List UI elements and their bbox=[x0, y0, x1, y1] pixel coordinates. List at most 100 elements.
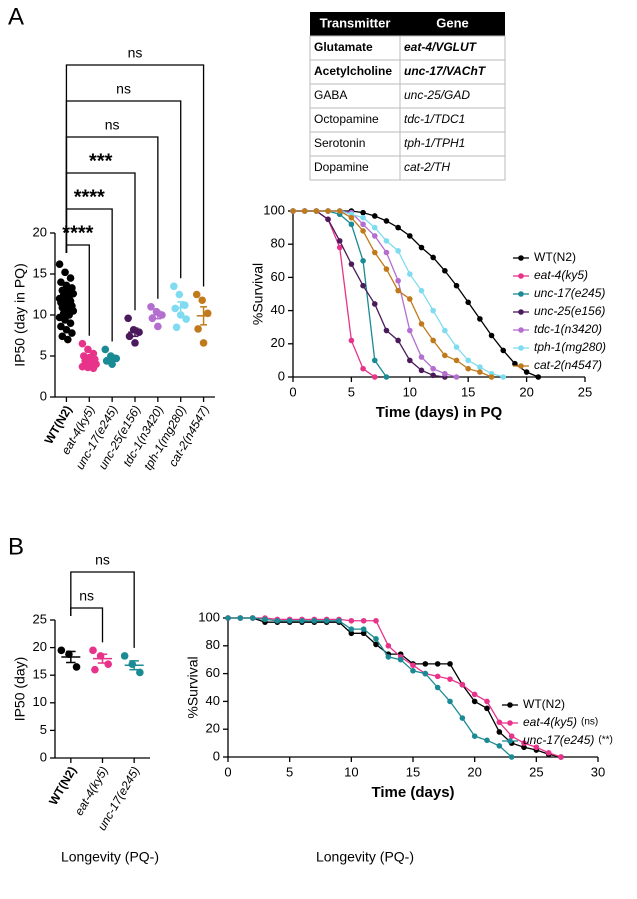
data-point bbox=[442, 267, 448, 274]
data-point bbox=[61, 316, 69, 324]
data-point bbox=[395, 277, 401, 284]
data-point bbox=[360, 214, 366, 221]
data-point bbox=[371, 374, 378, 380]
significance-bracket bbox=[70, 607, 104, 643]
significance-label: **** bbox=[62, 222, 93, 244]
y-tick-label: 40 bbox=[271, 302, 285, 317]
survival-line bbox=[228, 617, 562, 758]
data-point bbox=[57, 322, 65, 331]
data-point bbox=[348, 261, 355, 267]
y-tick-label: 15 bbox=[33, 667, 47, 682]
data-point bbox=[508, 733, 515, 739]
data-point bbox=[72, 663, 81, 671]
y-tick-label: 0 bbox=[40, 388, 47, 403]
data-point bbox=[521, 740, 527, 746]
x-tick-label: 25 bbox=[529, 764, 543, 779]
data-point bbox=[336, 244, 343, 251]
data-point bbox=[471, 733, 478, 739]
legend-label: tdc-1(n3420) bbox=[534, 322, 602, 336]
y-tick-label: 5 bbox=[40, 722, 47, 737]
data-point bbox=[523, 369, 530, 375]
data-point bbox=[410, 668, 416, 674]
data-point bbox=[442, 327, 448, 334]
data-point bbox=[84, 345, 92, 354]
data-point bbox=[465, 299, 472, 306]
data-point bbox=[533, 744, 540, 751]
table-header: Transmitter bbox=[320, 15, 391, 30]
data-point bbox=[407, 233, 413, 239]
table-cell-text: cat-2/TH bbox=[404, 160, 450, 174]
data-point bbox=[397, 656, 404, 663]
data-point bbox=[383, 266, 390, 272]
data-point bbox=[148, 314, 157, 323]
y-tick-label: 40 bbox=[206, 693, 220, 708]
data-point bbox=[262, 616, 268, 623]
legend-marker bbox=[518, 327, 524, 333]
y-tick-label: 0 bbox=[40, 749, 47, 764]
data-point bbox=[447, 661, 453, 667]
data-point bbox=[68, 329, 76, 337]
data-point bbox=[371, 213, 378, 219]
data-point bbox=[131, 339, 139, 347]
data-point bbox=[313, 208, 320, 214]
legend-label: WT(N2) bbox=[523, 697, 565, 711]
data-point bbox=[325, 208, 331, 214]
survival-line bbox=[293, 210, 445, 378]
y-tick-label: 20 bbox=[271, 335, 285, 350]
data-point bbox=[101, 345, 110, 354]
x-tick-label: WT(N2) bbox=[46, 764, 79, 807]
data-point bbox=[488, 332, 495, 339]
data-point bbox=[154, 322, 162, 331]
x-tick-label: 20 bbox=[519, 384, 533, 399]
data-point bbox=[418, 354, 425, 360]
data-point bbox=[136, 668, 144, 677]
data-point bbox=[434, 684, 441, 691]
data-point bbox=[147, 303, 155, 311]
data-point bbox=[496, 729, 503, 735]
data-point bbox=[385, 654, 392, 660]
data-point bbox=[120, 652, 129, 660]
x-tick-label: 30 bbox=[591, 764, 605, 779]
data-point bbox=[459, 715, 466, 721]
data-point bbox=[371, 357, 378, 364]
data-point bbox=[336, 208, 343, 214]
data-point bbox=[430, 372, 436, 379]
data-point bbox=[395, 248, 401, 254]
legend-marker bbox=[518, 291, 524, 297]
table-cell bbox=[399, 155, 506, 181]
data-point bbox=[336, 617, 342, 624]
legend-label: unc-17(e245) bbox=[523, 733, 594, 747]
legend-marker bbox=[518, 273, 524, 279]
data-point bbox=[274, 617, 281, 624]
y-axis-label: %Survival bbox=[250, 263, 266, 325]
x-tick-label: 25 bbox=[578, 384, 592, 399]
panel-label: A bbox=[8, 3, 24, 30]
legend-label: eat-4(ky5) bbox=[523, 715, 577, 729]
legend-marker bbox=[518, 309, 524, 315]
legend-marker bbox=[507, 738, 513, 744]
data-point bbox=[434, 673, 441, 680]
data-point bbox=[395, 224, 401, 231]
data-point bbox=[89, 646, 97, 655]
data-point bbox=[430, 307, 436, 314]
data-point bbox=[237, 615, 244, 621]
significance-label: ns bbox=[128, 45, 143, 61]
significance-label: ns bbox=[116, 81, 131, 97]
x-tick-label: 0 bbox=[224, 764, 231, 779]
data-point bbox=[325, 216, 331, 223]
data-point bbox=[477, 364, 483, 370]
x-tick-label: 15 bbox=[406, 764, 420, 779]
data-point bbox=[360, 258, 366, 264]
legend-marker bbox=[518, 255, 524, 261]
y-tick-label: 20 bbox=[33, 639, 47, 654]
data-point bbox=[286, 617, 293, 624]
data-point bbox=[496, 719, 503, 726]
x-axis-label: Time (days) in PQ bbox=[376, 404, 503, 421]
data-point bbox=[484, 705, 490, 712]
data-point bbox=[383, 218, 390, 224]
data-point bbox=[418, 244, 425, 251]
legend-label: WT(N2) bbox=[534, 250, 576, 264]
data-point bbox=[383, 327, 390, 334]
y-tick-label: 5 bbox=[40, 347, 47, 362]
significance-label: **** bbox=[74, 186, 105, 208]
